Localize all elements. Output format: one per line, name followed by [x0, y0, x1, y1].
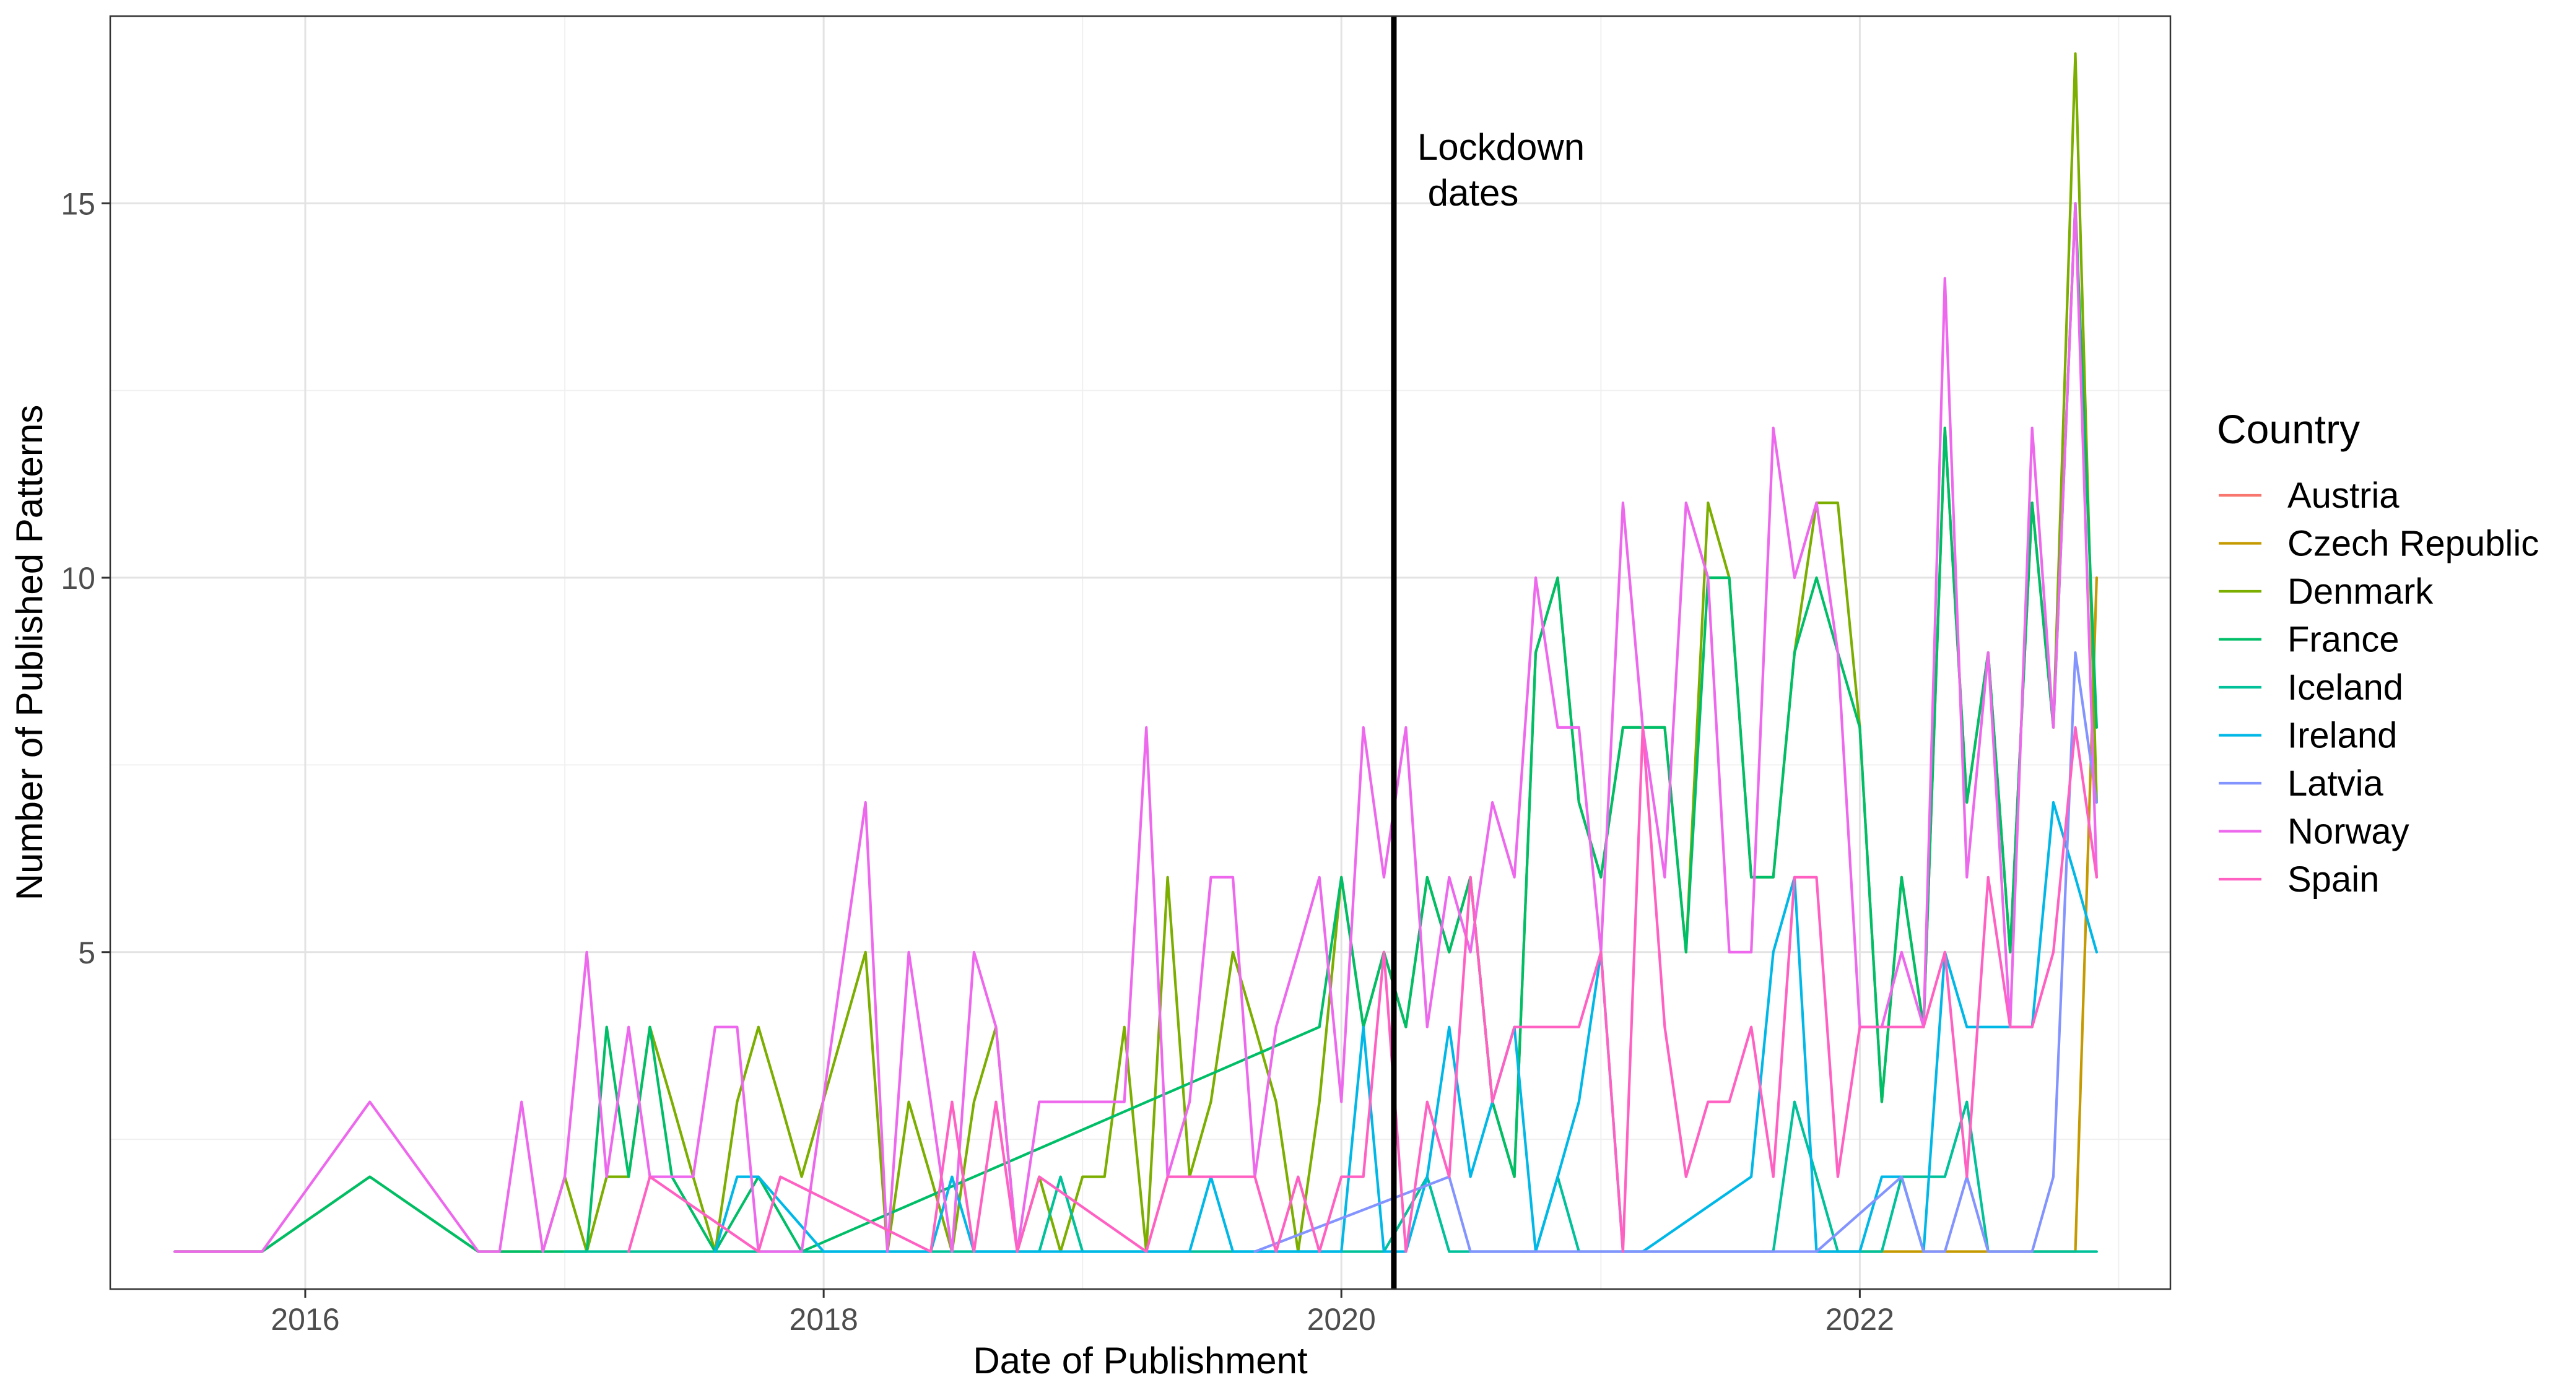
series-line-france [173, 202, 2098, 1253]
y-tick-label: 10 [61, 561, 95, 596]
legend-label-norway: Norway [2287, 812, 2409, 852]
y-axis: 5 10 15 [61, 186, 110, 970]
x-tick-label: 2020 [1307, 1302, 1376, 1337]
series-lines [173, 52, 2098, 1253]
lockdown-label-line: Lockdown [1417, 126, 1585, 168]
legend: Country Austria Czech Republic Denmark Fran… [2217, 406, 2539, 900]
x-tick-label: 2018 [790, 1302, 858, 1337]
x-tick-label: 2022 [1825, 1302, 1894, 1337]
legend-label-latvia: Latvia [2287, 763, 2384, 804]
grid-lines [110, 16, 2170, 1289]
legend-label-france: France [2287, 620, 2400, 660]
legend-items: Austria Czech Republic Denmark France Icelan… [2219, 476, 2539, 900]
x-axis: 2016 2018 2020 2022 [271, 1289, 1894, 1337]
lockdown-marker: Lockdown dates [1391, 16, 1585, 1289]
legend-label-austria: Austria [2287, 476, 2400, 516]
series-line-norway [173, 202, 2098, 1253]
panel-border [109, 15, 2172, 1290]
series-line-ireland [713, 801, 2098, 1253]
y-axis-title: Number of Published Patterns [9, 405, 50, 900]
y-tick-label: 5 [78, 936, 95, 970]
legend-label-czech-republic: Czech Republic [2287, 524, 2539, 564]
x-axis-title: Date of Publishment [973, 1340, 1308, 1381]
series-line-spain [627, 726, 2098, 1253]
legend-label-ireland: Ireland [2287, 716, 2397, 756]
series-line-latvia [1253, 651, 2098, 1253]
lockdown-label-line: dates [1417, 172, 1518, 214]
y-tick-label: 15 [61, 186, 95, 221]
x-tick-label: 2016 [271, 1302, 339, 1337]
legend-label-denmark: Denmark [2287, 571, 2434, 612]
legend-title: Country [2217, 406, 2360, 452]
legend-label-iceland: Iceland [2287, 667, 2403, 708]
legend-label-spain: Spain [2287, 859, 2379, 900]
